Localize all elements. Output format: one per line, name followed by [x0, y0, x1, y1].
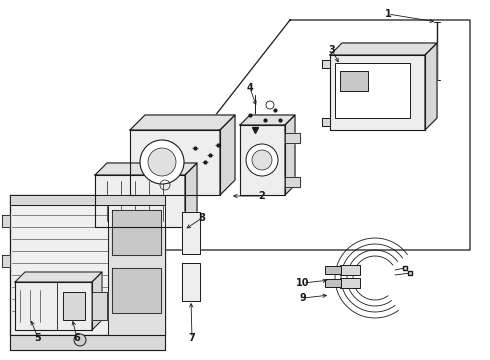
- Polygon shape: [425, 43, 437, 130]
- Polygon shape: [92, 292, 107, 320]
- Polygon shape: [240, 125, 285, 195]
- Polygon shape: [285, 133, 300, 143]
- Polygon shape: [130, 115, 235, 130]
- Polygon shape: [15, 282, 92, 330]
- Text: 10: 10: [296, 278, 310, 288]
- Polygon shape: [285, 177, 300, 187]
- Text: 2: 2: [259, 191, 266, 201]
- Text: 4: 4: [246, 83, 253, 93]
- Bar: [325, 279, 341, 287]
- Bar: [340, 265, 360, 275]
- Polygon shape: [182, 263, 200, 301]
- Circle shape: [252, 150, 272, 170]
- Circle shape: [148, 148, 176, 176]
- Text: 9: 9: [299, 293, 306, 303]
- Polygon shape: [10, 195, 165, 205]
- Polygon shape: [2, 255, 10, 267]
- Polygon shape: [10, 335, 165, 350]
- Text: 8: 8: [198, 213, 205, 223]
- Polygon shape: [285, 115, 295, 195]
- Polygon shape: [92, 272, 102, 330]
- Polygon shape: [322, 60, 330, 68]
- Bar: [335, 63, 410, 118]
- Polygon shape: [10, 195, 165, 335]
- Polygon shape: [2, 215, 10, 227]
- Polygon shape: [95, 163, 197, 175]
- Circle shape: [74, 334, 86, 346]
- Polygon shape: [182, 212, 200, 254]
- Bar: [63, 292, 85, 320]
- Polygon shape: [130, 130, 220, 195]
- Polygon shape: [15, 272, 102, 282]
- Bar: [340, 278, 360, 288]
- Polygon shape: [330, 43, 437, 55]
- Polygon shape: [322, 118, 330, 126]
- Text: 5: 5: [35, 333, 41, 343]
- Circle shape: [140, 140, 184, 184]
- Polygon shape: [185, 163, 197, 227]
- Text: 7: 7: [189, 333, 196, 343]
- Bar: [325, 266, 341, 274]
- Polygon shape: [330, 55, 425, 130]
- Polygon shape: [110, 20, 470, 250]
- Bar: [340, 71, 368, 91]
- Polygon shape: [95, 175, 185, 227]
- Polygon shape: [112, 210, 161, 255]
- Circle shape: [246, 144, 278, 176]
- Text: 6: 6: [74, 333, 80, 343]
- Polygon shape: [112, 268, 161, 313]
- Text: 3: 3: [329, 45, 335, 55]
- Polygon shape: [220, 115, 235, 195]
- Text: 1: 1: [385, 9, 392, 19]
- Polygon shape: [108, 195, 165, 335]
- Polygon shape: [240, 115, 295, 125]
